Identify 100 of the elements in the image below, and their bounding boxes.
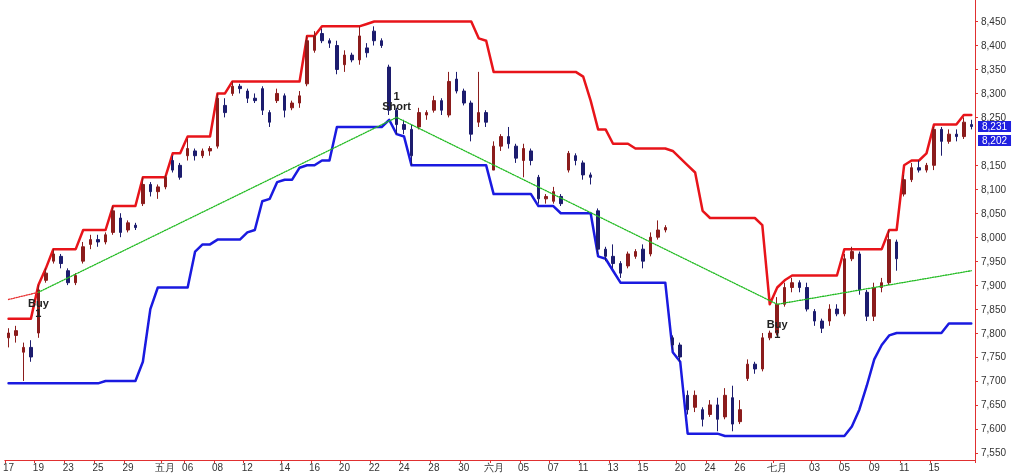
y-tick-label: 7,900: [981, 279, 1007, 291]
candlestick: [768, 330, 772, 341]
x-tick-label: 11: [578, 461, 589, 473]
candlestick: [7, 327, 10, 348]
candlestick: [246, 88, 249, 104]
candlestick: [858, 251, 861, 296]
y-tick-label: 7,700: [981, 375, 1007, 387]
candlestick: [410, 124, 413, 166]
candlestick: [186, 138, 189, 162]
line-series: [7, 118, 973, 438]
candlestick: [753, 361, 757, 375]
candlestick: [231, 80, 234, 97]
candlestick: [514, 143, 518, 164]
y-tick-label: 7,800: [981, 327, 1007, 339]
candlestick: [738, 399, 742, 425]
candlestick: [335, 40, 339, 75]
x-tick-label: 六月: [483, 461, 504, 473]
annotation: 8,231: [982, 121, 1008, 132]
candlestick: [104, 231, 107, 245]
candlestick: [193, 148, 197, 162]
y-tick-label: 7,550: [981, 447, 1007, 459]
x-tick-label: 16: [308, 461, 321, 473]
candlestick: [52, 248, 55, 265]
candlestick: [850, 246, 854, 262]
candlestick: [320, 28, 324, 44]
candlestick: [216, 92, 219, 150]
x-tick-label: 14: [279, 461, 291, 473]
candlestick: [425, 109, 428, 121]
x-tick-label: 12: [241, 461, 254, 473]
candlestick: [477, 71, 480, 128]
candlestick: [149, 181, 152, 197]
x-tick-label: 24: [704, 461, 717, 473]
candlestick: [567, 150, 570, 173]
candlestick: [716, 397, 719, 432]
candlestick: [343, 49, 346, 73]
candlestick: [604, 246, 607, 262]
x-tick-label: 03: [808, 461, 821, 473]
candlestick: [529, 148, 533, 166]
y-tick-label: 8,000: [981, 231, 1007, 243]
candlestick: [14, 325, 18, 344]
y-tick-label: 8,150: [981, 159, 1007, 171]
candlestick: [947, 128, 951, 145]
candlestick: [843, 253, 846, 317]
candlestick: [708, 399, 712, 418]
x-tick-label: 23: [62, 461, 75, 473]
y-tick-label: 8,300: [981, 87, 1007, 99]
x-tick-label: 07: [547, 461, 560, 473]
x-tick-label: 19: [32, 461, 45, 473]
candlestick: [581, 160, 585, 181]
candlestick: [686, 390, 689, 415]
candlestick: [156, 183, 160, 200]
y-tick-label: 8,050: [981, 207, 1007, 219]
candlestick: [589, 172, 592, 185]
candlestick: [813, 308, 816, 327]
candlestick: [507, 126, 510, 150]
candlestick: [955, 128, 958, 142]
candlestick: [820, 318, 824, 334]
candlestick: [268, 109, 271, 128]
candlestick: [671, 334, 674, 351]
x-tick-label: 七月: [767, 461, 788, 473]
candlestick: [499, 133, 503, 152]
candlestick: [462, 88, 466, 106]
candlestick: [469, 100, 473, 142]
candlestick: [910, 162, 913, 183]
candlestick: [89, 234, 92, 250]
candlestick: [238, 83, 242, 94]
candlestick: [372, 25, 376, 47]
candlestick: [970, 119, 973, 130]
candlestick: [492, 140, 495, 171]
candlestick: [731, 385, 734, 432]
candlestick: [164, 174, 167, 190]
candlestick: [275, 88, 279, 104]
candlestick: [917, 160, 921, 173]
x-tick-label: 28: [428, 461, 440, 473]
candlestick: [358, 25, 361, 66]
x-tick-label: 22: [368, 461, 381, 473]
x-tick-label: 26: [734, 461, 746, 473]
x-tick-label: 20: [674, 461, 687, 473]
candlestick: [574, 152, 577, 166]
candlestick: [783, 282, 786, 308]
candlestick: [74, 272, 77, 286]
candlestick: [350, 52, 354, 63]
x-tick-label: 17: [2, 461, 15, 473]
candlestick: [305, 35, 309, 87]
candlestick: [201, 148, 204, 159]
candlestick: [81, 241, 85, 265]
candlestick: [693, 390, 697, 413]
candlestick: [111, 205, 115, 236]
candlestick: [208, 145, 212, 157]
candlestick: [119, 212, 122, 238]
candlestick: [678, 342, 682, 363]
candlestick: [664, 224, 667, 233]
y-tick-label: 8,450: [981, 16, 1007, 28]
candlestick: [22, 342, 25, 382]
x-tick-label: 15: [928, 461, 940, 473]
candlestick: [634, 248, 637, 260]
candlestick: [544, 193, 548, 205]
y-tick-label: 8,250: [981, 111, 1007, 123]
x-tick-label: 08: [211, 461, 224, 473]
candlestick: [761, 332, 764, 372]
